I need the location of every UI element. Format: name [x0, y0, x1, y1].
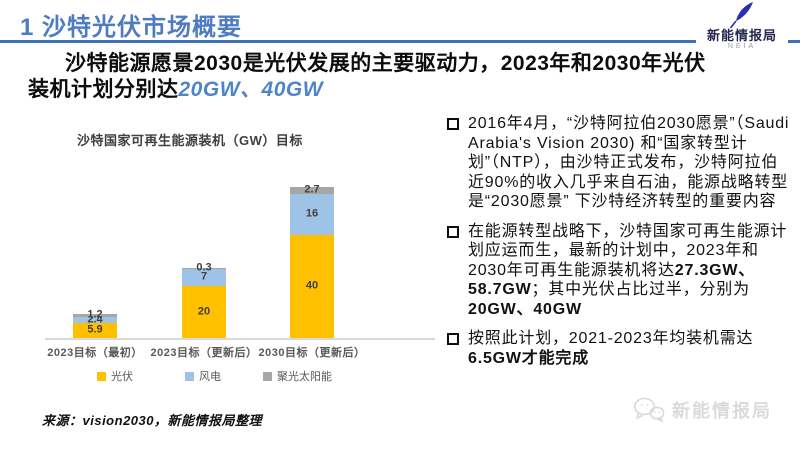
value-label: 20	[197, 305, 211, 318]
segment-风电: 16	[290, 193, 334, 235]
legend-item-风电: 风电	[185, 368, 221, 384]
segment-光伏: 40	[290, 234, 334, 338]
value-label: 16	[305, 207, 319, 220]
segment-风电: 7	[182, 268, 226, 287]
bar-3: 40 16 2.7	[290, 148, 334, 338]
value-label: 5.9	[87, 323, 103, 336]
square-bullet-icon	[447, 225, 459, 238]
headline-text: 沙特能源愿景2030是光伏发展的主要驱动力，2023年和2030年光伏装机计划分…	[28, 52, 706, 101]
segment-光伏: 20	[182, 286, 226, 338]
chart-legend: 光伏 风电 聚光太阳能	[45, 368, 435, 384]
legend-swatch-icon	[263, 371, 272, 381]
value-label: 2.7	[304, 183, 320, 196]
bar-1: 5.9 2.4 1.2	[73, 148, 117, 338]
page-title: 1 沙特光伏市场概要	[20, 14, 243, 41]
bullet-bold-text: 6.5GW才能完成	[468, 349, 589, 367]
bullet-plain-text: 按照此计划，2021-2023年均装机需达	[468, 330, 754, 347]
headline-highlight: 20GW、40GW	[178, 78, 324, 101]
legend-item-光伏: 光伏	[97, 368, 133, 384]
brand-logo: 新能情报局 NEIA	[696, 1, 788, 51]
source-note: 来源：vision2030，新能情报局整理	[42, 413, 262, 428]
plot-area: 5.9 2.4 1.2 20 7 0.3 40 16 2.7	[45, 148, 435, 340]
value-label: 0.3	[196, 261, 212, 274]
segment-光伏: 5.9	[73, 322, 117, 338]
bullet-plain-text: 在能源转型战略下，沙特国家可再生能源计划应运而生，最新的计划中，2023年和20…	[468, 222, 788, 279]
chart: 沙特国家可再生能源装机（GW）目标 5.9 2.4 1.2 20 7 0.3 40 16 2.7…	[40, 120, 440, 400]
legend-label: 光伏	[111, 371, 133, 383]
category-axis: 2023目标（最初） 2023目标（更新后） 2030目标（更新后）	[45, 344, 435, 360]
legend-label: 聚光太阳能	[277, 371, 332, 383]
category-label: 2023目标（更新后）	[150, 347, 258, 359]
value-label: 1.2	[87, 308, 103, 321]
bullet-list: 2016年4月，“沙特阿拉伯2030愿景”（Saudi Arabia's Vis…	[447, 114, 791, 368]
bar-2: 20 7 0.3	[182, 148, 226, 338]
wechat-icon	[634, 397, 665, 423]
segment-聚光太阳能: 2.7	[290, 184, 334, 196]
bullet-plain-text: ；其中光伏占比过半，分别为	[531, 281, 750, 298]
bullet-text: 按照此计划，2021-2023年均装机需达 6.5GW才能完成	[468, 329, 791, 368]
category-label: 2023目标（最初）	[47, 347, 143, 359]
legend-swatch-icon	[97, 371, 106, 381]
headline: 沙特能源愿景2030是光伏发展的主要驱动力，2023年和2030年光伏装机计划分…	[28, 51, 724, 103]
segment-聚光太阳能: 0.3	[182, 262, 226, 274]
bullet-item: 在能源转型战略下，沙特国家可再生能源计划应运而生，最新的计划中，2023年和20…	[447, 222, 791, 320]
brand-abbr: NEIA	[727, 43, 757, 50]
watermark-text: 新能情报局	[672, 401, 772, 421]
watermark: 新能情报局	[633, 397, 772, 423]
bullet-item: 按照此计划，2021-2023年均装机需达 6.5GW才能完成	[447, 329, 791, 368]
value-label: 40	[305, 279, 319, 292]
legend-swatch-icon	[185, 371, 194, 381]
value-label: 7	[200, 270, 208, 283]
legend-label: 风电	[199, 371, 221, 383]
chart-title: 沙特国家可再生能源装机（GW）目标	[77, 133, 303, 148]
square-bullet-icon	[447, 333, 459, 345]
category-label: 2030目标（更新后）	[258, 347, 366, 359]
brand-name: 新能情报局	[706, 28, 777, 43]
bullet-text: 2016年4月，“沙特阿拉伯2030愿景”（Saudi Arabia's Vis…	[468, 114, 791, 212]
bullet-item: 2016年4月，“沙特阿拉伯2030愿景”（Saudi Arabia's Vis…	[447, 114, 791, 212]
segment-聚光太阳能: 1.2	[73, 309, 117, 321]
legend-item-聚光太阳能: 聚光太阳能	[263, 368, 332, 384]
square-bullet-icon	[447, 118, 459, 130]
bullet-plain-text: 2016年4月，“沙特阿拉伯2030愿景”（Saudi Arabia's Vis…	[468, 115, 790, 210]
feather-icon	[729, 2, 753, 29]
bullet-text: 在能源转型战略下，沙特国家可再生能源计划应运而生，最新的计划中，2023年和20…	[468, 222, 791, 320]
bullet-bold-text: 20GW、40GW	[468, 300, 582, 318]
header-rule	[0, 40, 800, 43]
bullet-bold-text: 27.3GW、58.7GW	[468, 261, 756, 299]
